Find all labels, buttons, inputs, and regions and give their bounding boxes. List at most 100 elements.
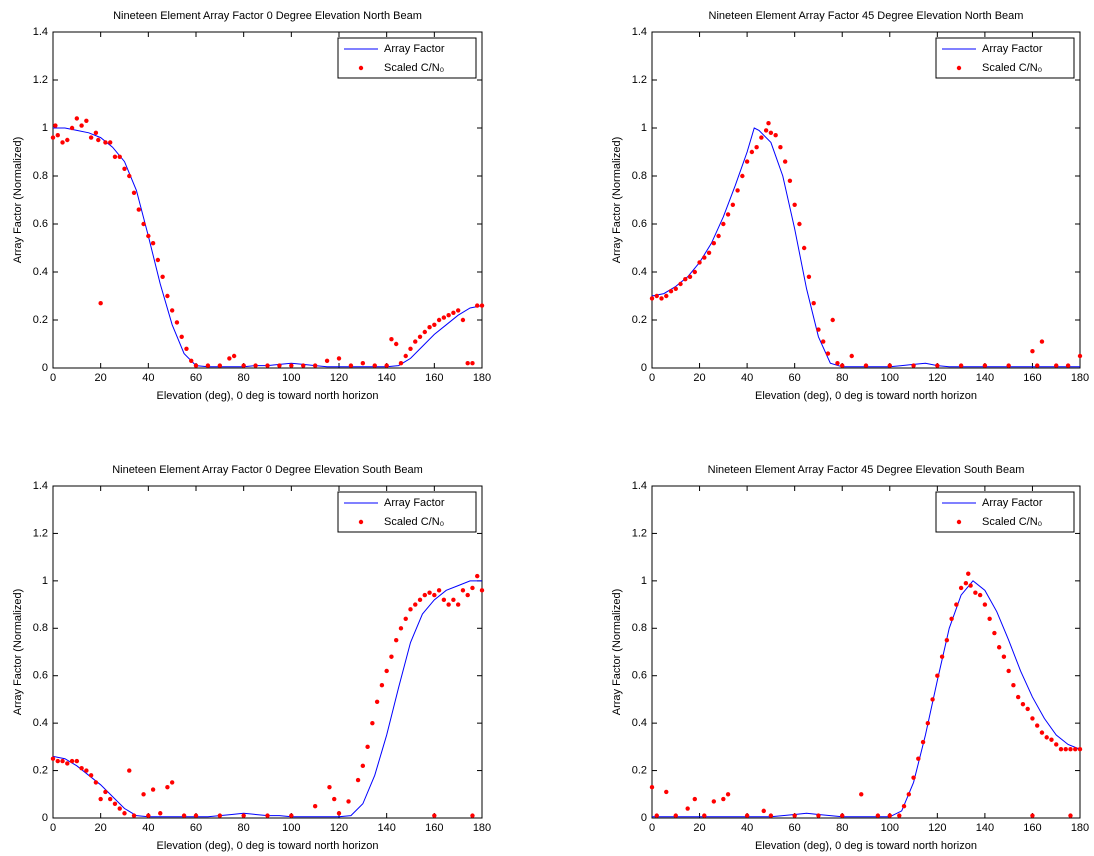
data-point <box>98 796 103 802</box>
data-point <box>1058 747 1064 752</box>
data-point <box>935 673 940 678</box>
data-point <box>875 813 881 818</box>
data-point <box>702 813 707 818</box>
y-tick-label: 0.6 <box>33 218 48 230</box>
data-point <box>146 233 151 239</box>
data-point <box>122 811 127 816</box>
data-point <box>1073 747 1078 752</box>
data-point <box>184 346 189 351</box>
data-point <box>265 813 270 818</box>
data-point <box>935 363 940 368</box>
data-point <box>96 137 101 143</box>
data-point <box>422 329 427 335</box>
data-point <box>460 317 466 323</box>
data-point <box>920 739 926 745</box>
x-tick-label: 160 <box>425 822 443 834</box>
data-point <box>1006 363 1011 368</box>
data-point <box>1054 742 1059 747</box>
data-point <box>50 756 56 761</box>
data-point <box>768 813 774 818</box>
data-point <box>654 293 659 299</box>
data-point <box>155 257 161 263</box>
data-point <box>787 178 793 183</box>
legend-label: Array Factor <box>982 497 1043 509</box>
data-point <box>265 363 270 368</box>
data-point <box>165 293 170 299</box>
data-point <box>470 585 475 591</box>
data-point <box>1068 813 1073 818</box>
data-point <box>744 813 750 818</box>
data-point <box>939 654 945 659</box>
legend-label: Scaled C/N₀ <box>384 62 444 74</box>
data-point <box>241 363 246 368</box>
data-point <box>60 140 65 145</box>
data-point <box>816 327 821 332</box>
data-point <box>413 602 418 607</box>
y-tick-label: 0.6 <box>632 218 647 230</box>
data-point <box>792 813 797 818</box>
data-point <box>1030 349 1035 354</box>
y-tick-label: 0.6 <box>33 670 48 682</box>
legend-box <box>935 37 1075 79</box>
data-point <box>761 808 766 814</box>
data-point <box>887 813 892 818</box>
data-point <box>460 588 466 593</box>
y-tick-label: 1.4 <box>632 26 647 38</box>
data-point <box>389 654 394 659</box>
data-point <box>108 140 113 145</box>
data-point <box>754 145 759 150</box>
data-point <box>778 145 783 150</box>
data-point <box>697 260 702 265</box>
data-point <box>131 813 137 818</box>
subplot: Nineteen Element Array Factor 0 Degree E… <box>12 464 491 852</box>
data-point <box>205 363 211 368</box>
data-point <box>966 571 971 576</box>
data-point <box>160 274 165 279</box>
legend-marker <box>956 65 962 71</box>
data-point <box>668 289 674 294</box>
data-point <box>1039 339 1045 344</box>
y-tick-label: 1 <box>641 575 647 587</box>
x-tick-label: 20 <box>693 822 705 834</box>
data-point <box>427 590 432 595</box>
data-point <box>996 645 1002 650</box>
data-point <box>127 173 132 179</box>
data-point <box>973 590 978 595</box>
data-point <box>289 363 294 368</box>
data-point <box>79 123 84 128</box>
data-point <box>649 784 655 790</box>
data-point <box>158 811 163 816</box>
data-point <box>911 775 916 780</box>
x-tick-label: 0 <box>649 822 655 834</box>
data-point <box>963 581 969 586</box>
y-tick-label: 1.2 <box>632 74 647 86</box>
data-point <box>372 363 377 368</box>
data-point <box>112 801 118 806</box>
data-point <box>702 255 707 260</box>
plot-area <box>52 485 483 819</box>
data-point <box>863 363 869 368</box>
data-point <box>327 784 332 790</box>
data-point <box>79 766 84 771</box>
data-point <box>465 592 470 598</box>
data-point <box>398 361 404 366</box>
x-tick-label: 160 <box>425 372 443 384</box>
data-point <box>1063 747 1068 752</box>
legend-label: Scaled C/N₀ <box>982 516 1042 528</box>
data-point <box>763 128 769 133</box>
y-axis-label: Array Factor (Normalized) <box>12 137 24 264</box>
data-point <box>773 133 778 138</box>
data-point <box>673 813 678 818</box>
data-point <box>348 363 354 368</box>
data-point <box>408 346 413 351</box>
data-point <box>1054 363 1059 368</box>
data-point <box>55 133 60 138</box>
data-point <box>389 337 394 342</box>
data-point <box>413 339 418 344</box>
x-tick-label: 40 <box>741 822 753 834</box>
data-point <box>379 683 385 688</box>
data-point <box>1025 706 1030 712</box>
x-tick-label: 20 <box>693 372 705 384</box>
data-point <box>217 813 223 818</box>
data-point <box>840 363 845 368</box>
